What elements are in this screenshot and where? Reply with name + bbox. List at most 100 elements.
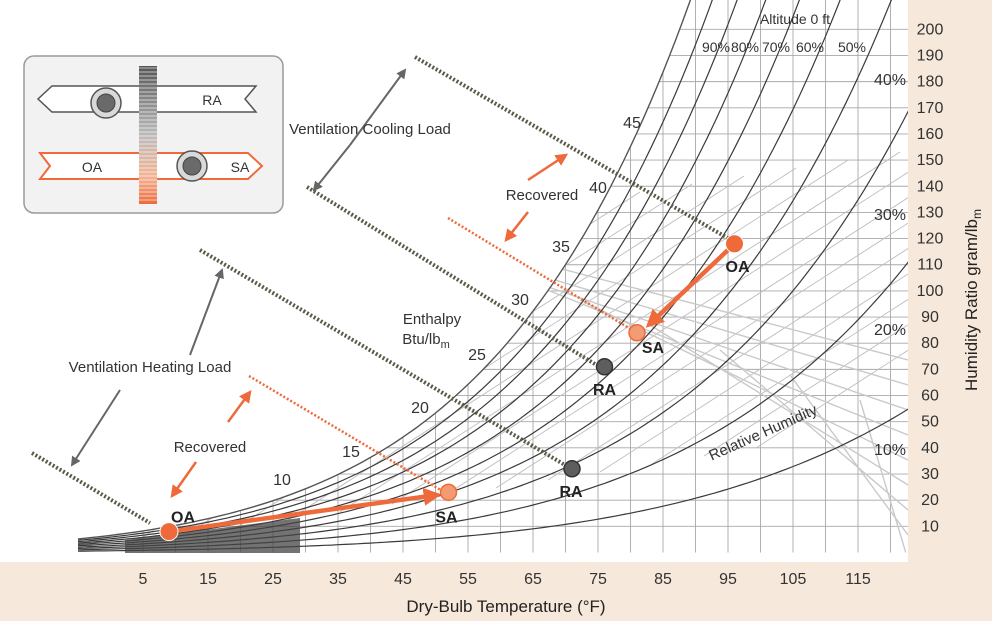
x-axis-ticks: 5 15 25 35 45 55 65 75 85 95 105 115 [139, 571, 871, 588]
y-tick-label: 10 [921, 518, 939, 535]
supply-fan-icon [176, 150, 208, 182]
enthalpy-value-label: 30 [511, 292, 529, 309]
x-tick-label: 55 [459, 571, 477, 588]
cooling-oa-label: OA [726, 259, 750, 276]
heating-sa-point [439, 483, 458, 502]
heating-load-arrow-up [189, 268, 224, 356]
x-tick-label: 45 [394, 571, 412, 588]
heating-ra-enthalpy-line [198, 248, 567, 467]
heating-ra-label: RA [559, 484, 583, 501]
ventilation-heating-load-label: Ventilation Heating Load [69, 359, 232, 376]
wetbulb-gridline [859, 399, 908, 553]
core-stripes [139, 67, 157, 201]
enthalpy-gridline [339, 151, 901, 513]
recovered-heating-arrow-down [170, 461, 198, 499]
rh-curve [77, 0, 713, 541]
recovered-heating-label: Recovered [174, 439, 247, 456]
heating-load-arrow-down [70, 389, 121, 467]
y-tick-label: 120 [917, 231, 944, 248]
cooling-load-arrow-down [312, 144, 351, 192]
enthalpy-gridline [599, 111, 908, 473]
enthalpy-gridline [495, 127, 908, 489]
altitude-label: Altitude 0 ft [760, 11, 830, 27]
y-tick-label: 200 [917, 21, 944, 38]
y-axis-label: Humidity Ratio gram/lbm [962, 209, 984, 391]
rh-side-label: 40% [874, 72, 906, 89]
x-tick-label: 85 [654, 571, 672, 588]
enthalpy-gridline [755, 87, 908, 449]
enthalpy-gridline [547, 119, 908, 481]
enthalpy-gridline [391, 143, 908, 505]
cooling-oa-enthalpy-line [413, 55, 733, 242]
x-axis-label: Dry-Bulb Temperature (°F) [406, 597, 605, 616]
enthalpy-label-line1: Enthalpy [403, 311, 462, 328]
y-tick-label: 160 [917, 126, 944, 143]
y-tick-label: 30 [921, 466, 939, 483]
cooling-ra-label: RA [593, 382, 617, 399]
y-tick-label: 110 [917, 257, 943, 274]
rh-side-label: 20% [874, 322, 906, 339]
x-tick-label: 25 [264, 571, 282, 588]
y-tick-label: 180 [917, 74, 944, 91]
rh-top-label: 90% [702, 39, 730, 55]
diagram-sa-label: SA [231, 159, 250, 175]
y-tick-label: 130 [917, 204, 944, 221]
x-tick-label: 65 [524, 571, 542, 588]
enthalpy-value-label: 40 [589, 180, 607, 197]
x-tick-label: 15 [199, 571, 217, 588]
cooling-load-arrow-up [349, 68, 407, 146]
heat-recovery-core [139, 66, 157, 204]
wetbulb-gridline [649, 324, 908, 486]
y-tick-label: 70 [921, 361, 939, 378]
x-tick-label: 35 [329, 571, 347, 588]
y-tick-label: 140 [917, 178, 944, 195]
cooling-oa-point [725, 234, 744, 254]
recovered-cooling-arrow-up [527, 153, 569, 182]
heating-process-arrow [168, 487, 442, 534]
diagram-oa-label: OA [82, 159, 103, 175]
y-tick-label: 20 [921, 492, 939, 509]
saturation-curve [77, 0, 692, 540]
recovered-heating-arrow-up [226, 389, 252, 423]
rh-side-label: 10% [874, 442, 906, 459]
y-tick-label: 80 [921, 335, 939, 352]
y-tick-label: 50 [921, 414, 939, 431]
rh-top-label: 80% [731, 39, 759, 55]
diagram-ra-label: RA [202, 92, 222, 108]
recovered-cooling-arrow-down [504, 211, 529, 242]
wetbulb-gridline [509, 274, 908, 436]
y-axis-ticks: 10 20 30 40 50 60 70 80 90 100 110 120 130 140 150 160 1… [917, 21, 944, 535]
x-tick-label: 75 [589, 571, 607, 588]
enthalpy-value-label: 35 [552, 239, 570, 256]
curve-layer [77, 0, 908, 553]
y-tick-label: 90 [921, 309, 939, 326]
rh-top-label: 50% [838, 39, 866, 55]
cooling-ra-enthalpy-line [305, 185, 605, 371]
cooling-process-arrow [645, 242, 737, 328]
heat-recovery-diagram: RA OA SA [23, 55, 284, 214]
rh-top-label: 70% [762, 39, 790, 55]
x-tick-label: 95 [719, 571, 737, 588]
y-tick-label: 150 [917, 152, 944, 169]
heating-oa-point [159, 522, 179, 542]
enthalpy-value-label: 15 [342, 444, 360, 461]
overlay-layer: 90% 80% 70% 60% 50% 40% 30% 20% 10% 10 15 20 25 30 35 4… [30, 39, 906, 542]
enthalpy-gridline [287, 159, 849, 521]
return-fan-icon [90, 87, 122, 119]
heating-sa-enthalpy-line [248, 374, 445, 494]
cooling-sa-enthalpy-line [447, 216, 638, 335]
heating-oa-enthalpy-line [30, 451, 152, 525]
enthalpy-gridline [651, 103, 908, 465]
heating-sa-label: SA [435, 509, 458, 526]
x-tick-label: 105 [780, 571, 807, 588]
cooling-sa-point [628, 324, 646, 342]
y-tick-label: 40 [921, 440, 939, 457]
recovered-cooling-label: Recovered [506, 187, 579, 204]
enthalpy-gridline [703, 95, 908, 457]
enthalpy-gridline [443, 135, 908, 497]
wetbulb-gridline [789, 374, 908, 536]
enthalpy-label-line2: Btu/lbm [402, 331, 450, 351]
heating-ra-point [563, 460, 581, 478]
